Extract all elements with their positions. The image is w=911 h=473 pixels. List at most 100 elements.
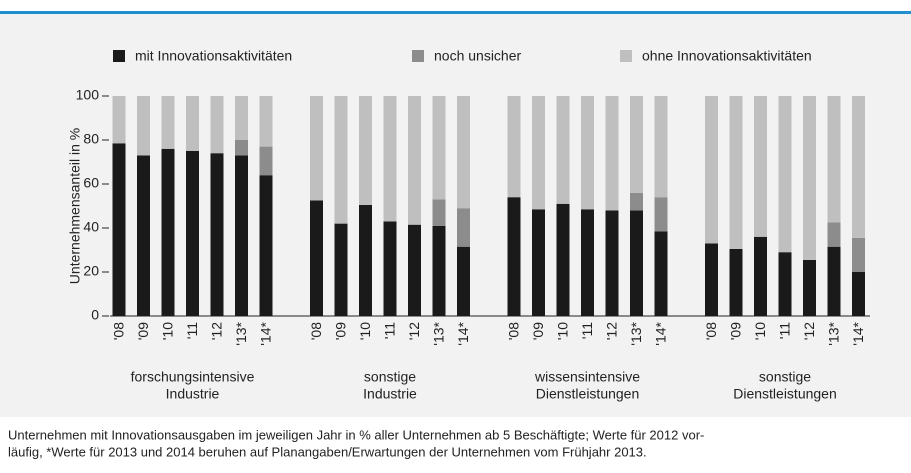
bar-segment [778,252,792,316]
x-tick-label: '13* [233,321,249,345]
bar-segment [259,96,273,147]
bar-segment [754,96,767,237]
bar-segment [210,96,224,154]
bar-segment [457,208,470,247]
x-tick-label: '11 [382,322,398,339]
y-tick-label: 60 [83,175,99,191]
bar-segment [827,96,841,223]
x-tick-label: '08 [308,322,324,340]
bar-segment [210,153,224,316]
bar-segment [729,96,743,249]
bar-segment [334,96,348,224]
x-tick-label: '13* [431,321,447,345]
x-tick-label: '12 [801,322,817,340]
bar-segment [654,197,668,232]
x-tick-label: '10 [752,322,768,340]
bar-segment [778,96,792,253]
bar-segment [408,96,421,225]
bar-segment [581,96,594,210]
bar-segment [186,151,199,316]
legend-label: mit Innovationsaktivitäten [135,48,292,64]
bar-segment [532,96,545,210]
bar-segment [654,231,668,316]
bar-segment [310,96,323,201]
chart-panel [0,14,911,417]
footnote: läufig, *Werte für 2013 und 2014 beruhen… [8,444,647,459]
bar-segment [556,203,570,316]
group-label: Industrie [363,386,417,402]
bar-segment [556,96,570,204]
bar-segment [137,155,150,316]
bar-segment [507,197,521,316]
y-tick-label: 100 [76,87,100,103]
group-label: Dienstleistungen [733,386,837,402]
legend-label: noch unsicher [434,48,522,64]
x-tick-label: '11 [579,322,595,339]
group-label: sonstige [759,369,811,385]
bar-segment [803,259,816,316]
bar-segment [852,237,865,272]
bar-segment [507,96,521,198]
group-label: sonstige [364,369,416,385]
x-tick-label: '14* [653,321,669,345]
top-rule [0,11,911,14]
group-label: wissensintensive [534,369,640,385]
bar-segment [852,96,865,238]
bar-segment [359,96,372,205]
bar-segment [630,192,643,211]
x-tick-label: '14* [258,321,274,345]
x-tick-label: '08 [111,322,127,340]
bar-segment [705,243,718,316]
bar-segment [186,96,199,151]
x-tick-label: '12 [604,322,620,340]
bar-segment [112,143,126,316]
bar-segment [161,148,175,316]
bar-segment [383,221,397,316]
bar-segment [259,146,273,176]
x-tick-label: '11 [777,322,793,339]
x-tick-label: '09 [530,322,546,340]
bar-segment [654,96,668,198]
y-tick-label: 20 [83,263,99,279]
bar-segment [630,96,643,193]
y-tick-label: 80 [83,131,99,147]
bar-segment [137,96,150,156]
x-tick-label: '10 [357,322,373,340]
group-label: Dienstleistungen [536,386,640,402]
y-axis-label: Unternehmensanteil in % [67,128,83,284]
y-tick-label: 0 [91,307,99,323]
bar-segment [259,175,273,316]
bar-segment [803,96,816,260]
x-tick-label: '14* [455,321,471,345]
bar-segment [334,223,348,316]
bar-segment [754,236,767,316]
y-tick-label: 40 [83,219,99,235]
legend-swatch [412,50,424,62]
bar-segment [432,225,446,316]
x-tick-label: '12 [209,322,225,340]
bar-segment [235,155,248,316]
bar-segment [432,199,446,226]
x-tick-label: '09 [333,322,349,340]
x-tick-label: '10 [160,322,176,340]
x-tick-label: '09 [135,322,151,340]
x-tick-label: '09 [728,322,744,340]
group-label: forschungsintensive [131,369,255,385]
bar-segment [729,248,743,316]
x-tick-label: '11 [184,322,200,339]
bar-segment [605,96,619,211]
bar-segment [457,96,470,209]
x-tick-label: '08 [703,322,719,340]
legend-swatch [113,50,125,62]
bar-segment [630,210,643,316]
bar-segment [112,96,126,144]
bar-segment [235,140,248,156]
bar-segment [432,96,446,200]
legend-label: ohne Innovationsaktivitäten [642,48,812,64]
bar-segment [310,200,323,316]
bar-segment [383,96,397,222]
bar-segment [705,96,718,244]
footnote: Unternehmen mit Innovationsausgaben im j… [8,427,704,442]
bar-segment [827,222,841,247]
x-tick-label: '13* [826,321,842,345]
